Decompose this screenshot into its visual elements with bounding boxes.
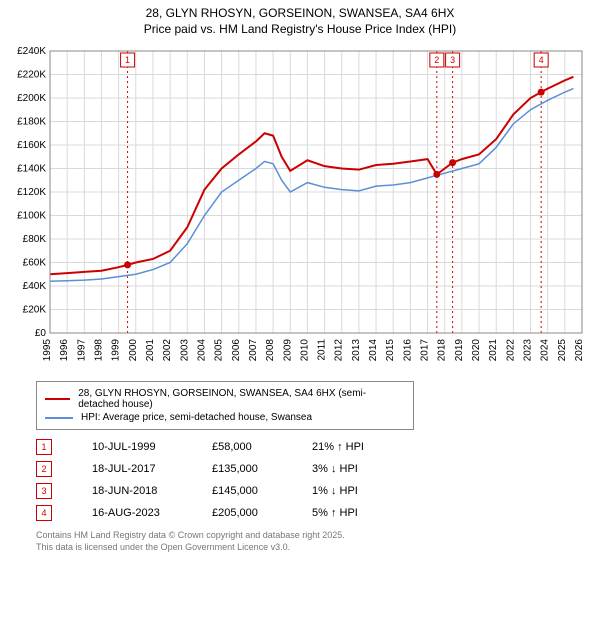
svg-text:2016: 2016 xyxy=(402,339,413,362)
marker-number-box: 3 xyxy=(36,483,52,499)
svg-text:2017: 2017 xyxy=(420,339,431,362)
marker-price: £135,000 xyxy=(212,463,312,475)
svg-text:£180K: £180K xyxy=(17,117,46,128)
legend-swatch xyxy=(45,417,73,419)
marker-price: £205,000 xyxy=(212,507,312,519)
svg-text:1999: 1999 xyxy=(111,339,122,362)
svg-text:2004: 2004 xyxy=(196,339,207,362)
svg-text:2002: 2002 xyxy=(162,339,173,362)
svg-text:2026: 2026 xyxy=(574,339,585,362)
svg-text:2012: 2012 xyxy=(334,339,345,362)
svg-text:2020: 2020 xyxy=(471,339,482,362)
footnote: Contains HM Land Registry data © Crown c… xyxy=(36,530,590,553)
marker-number-box: 4 xyxy=(36,505,52,521)
title-line-2: Price paid vs. HM Land Registry's House … xyxy=(10,22,590,38)
svg-text:2: 2 xyxy=(434,55,439,65)
footnote-line-2: This data is licensed under the Open Gov… xyxy=(36,542,590,554)
svg-text:£100K: £100K xyxy=(17,211,46,222)
svg-text:2005: 2005 xyxy=(214,339,225,362)
marker-date: 18-JUN-2018 xyxy=(92,485,212,497)
svg-text:£240K: £240K xyxy=(17,46,46,57)
marker-row: 1 10-JUL-1999£58,00021% ↑ HPI xyxy=(36,436,590,458)
svg-text:2014: 2014 xyxy=(368,339,379,362)
svg-text:1997: 1997 xyxy=(76,339,87,362)
svg-text:£20K: £20K xyxy=(23,305,47,316)
marker-hpi: 21% ↑ HPI xyxy=(312,441,432,453)
svg-text:2022: 2022 xyxy=(505,339,516,362)
svg-text:£80K: £80K xyxy=(23,234,47,245)
svg-text:2011: 2011 xyxy=(317,339,328,361)
svg-text:2018: 2018 xyxy=(437,339,448,362)
svg-text:2003: 2003 xyxy=(179,339,190,362)
svg-text:2009: 2009 xyxy=(282,339,293,362)
svg-text:2025: 2025 xyxy=(557,339,568,362)
svg-text:1995: 1995 xyxy=(42,339,53,362)
legend-swatch xyxy=(45,398,70,400)
chart-title: 28, GLYN RHOSYN, GORSEINON, SWANSEA, SA4… xyxy=(10,6,590,37)
legend-item: HPI: Average price, semi-detached house,… xyxy=(45,412,405,423)
marker-price: £58,000 xyxy=(212,441,312,453)
svg-text:£60K: £60K xyxy=(23,258,47,269)
svg-text:1996: 1996 xyxy=(59,339,70,362)
svg-text:3: 3 xyxy=(450,55,455,65)
marker-date: 10-JUL-1999 xyxy=(92,441,212,453)
svg-text:£40K: £40K xyxy=(23,281,47,292)
svg-text:4: 4 xyxy=(539,55,544,65)
footnote-line-1: Contains HM Land Registry data © Crown c… xyxy=(36,530,590,542)
chart: £0 £20K £40K £60K £80K £100K £120K £140K £160K £1… xyxy=(10,43,590,373)
svg-text:2019: 2019 xyxy=(454,339,465,362)
svg-text:2013: 2013 xyxy=(351,339,362,362)
svg-text:2001: 2001 xyxy=(145,339,156,362)
legend-item: 28, GLYN RHOSYN, GORSEINON, SWANSEA, SA4… xyxy=(45,388,405,410)
marker-row: 3 18-JUN-2018£145,0001% ↓ HPI xyxy=(36,480,590,502)
marker-date: 18-JUL-2017 xyxy=(92,463,212,475)
marker-row: 2 18-JUL-2017£135,0003% ↓ HPI xyxy=(36,458,590,480)
marker-hpi: 5% ↑ HPI xyxy=(312,507,432,519)
marker-table: 1 10-JUL-1999£58,00021% ↑ HPI 2 18-JUL-2017… xyxy=(36,436,590,524)
svg-text:1998: 1998 xyxy=(93,339,104,362)
svg-text:£0: £0 xyxy=(35,328,47,339)
svg-text:2008: 2008 xyxy=(265,339,276,362)
marker-hpi: 1% ↓ HPI xyxy=(312,485,432,497)
svg-text:2023: 2023 xyxy=(523,339,534,362)
svg-text:£160K: £160K xyxy=(17,140,46,151)
marker-number-box: 1 xyxy=(36,439,52,455)
svg-text:£140K: £140K xyxy=(17,164,46,175)
marker-hpi: 3% ↓ HPI xyxy=(312,463,432,475)
svg-text:£220K: £220K xyxy=(17,70,46,81)
legend-label: HPI: Average price, semi-detached house,… xyxy=(81,412,312,423)
legend-label: 28, GLYN RHOSYN, GORSEINON, SWANSEA, SA4… xyxy=(78,388,405,410)
svg-text:£200K: £200K xyxy=(17,93,46,104)
chart-svg: £0 £20K £40K £60K £80K £100K £120K £140K £160K £1… xyxy=(10,43,590,373)
svg-text:2015: 2015 xyxy=(385,339,396,362)
svg-text:2010: 2010 xyxy=(299,339,310,362)
svg-text:£120K: £120K xyxy=(17,187,46,198)
svg-text:2007: 2007 xyxy=(248,339,259,362)
marker-price: £145,000 xyxy=(212,485,312,497)
svg-text:2006: 2006 xyxy=(231,339,242,362)
svg-text:2024: 2024 xyxy=(540,339,551,362)
svg-text:2021: 2021 xyxy=(488,339,499,362)
svg-text:2000: 2000 xyxy=(128,339,139,362)
marker-row: 4 16-AUG-2023£205,0005% ↑ HPI xyxy=(36,502,590,524)
marker-number-box: 2 xyxy=(36,461,52,477)
title-line-1: 28, GLYN RHOSYN, GORSEINON, SWANSEA, SA4… xyxy=(10,6,590,22)
svg-text:1: 1 xyxy=(125,55,130,65)
legend: 28, GLYN RHOSYN, GORSEINON, SWANSEA, SA4… xyxy=(36,381,414,430)
marker-date: 16-AUG-2023 xyxy=(92,507,212,519)
